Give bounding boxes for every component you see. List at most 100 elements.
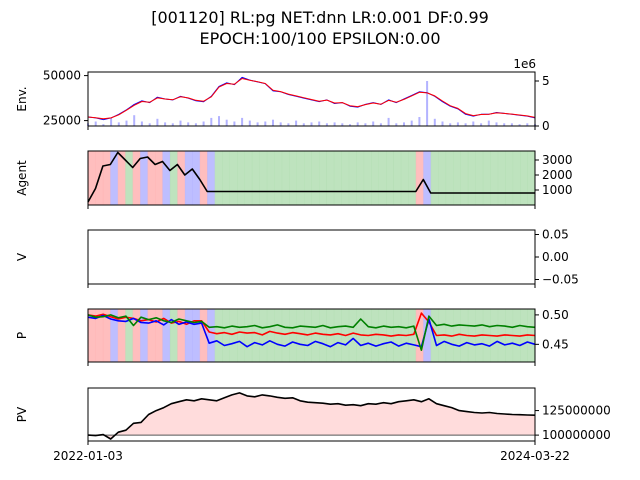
agent-hold-band bbox=[371, 151, 379, 205]
agent-hold-band bbox=[527, 151, 536, 205]
volume-bar bbox=[410, 120, 413, 126]
volume-bar bbox=[256, 122, 259, 126]
agent-ylabel: Agent bbox=[15, 160, 29, 196]
agent-hold-band bbox=[408, 151, 417, 205]
p-hold-band bbox=[237, 309, 245, 362]
p-buy-band bbox=[88, 309, 96, 362]
p-hold-band bbox=[229, 309, 238, 362]
volume-bar bbox=[140, 121, 143, 126]
env-ylabel: Env. bbox=[15, 86, 29, 111]
volume-bar bbox=[241, 117, 244, 126]
agent-stock-line bbox=[87, 151, 535, 203]
env-volume-tick-5: 5 bbox=[542, 74, 550, 88]
p-hold-band bbox=[319, 309, 327, 362]
agent-hold-band bbox=[386, 151, 394, 205]
volume-bar bbox=[318, 121, 321, 126]
agent-hold-band bbox=[222, 151, 230, 205]
agent-hold-band bbox=[229, 151, 238, 205]
agent-hold-band bbox=[319, 151, 327, 205]
agent-sell-band bbox=[162, 151, 171, 205]
p-hold-band bbox=[348, 309, 357, 362]
volume-bar bbox=[210, 117, 213, 126]
env-price-ma-line bbox=[87, 78, 536, 120]
volume-bar bbox=[325, 123, 328, 126]
p-sell-band bbox=[162, 309, 171, 362]
agent-hold-band bbox=[378, 151, 387, 205]
p-hold-band bbox=[430, 309, 439, 362]
p-sell-band bbox=[192, 309, 201, 362]
volume-bar bbox=[102, 124, 105, 126]
volume-bar bbox=[225, 119, 228, 126]
p-buy-band bbox=[177, 309, 186, 362]
agent-ytick-3000: 3000 bbox=[542, 153, 573, 167]
p-buy-band bbox=[132, 309, 141, 362]
agent-hold-band bbox=[453, 151, 461, 205]
agent-hold-band bbox=[490, 151, 499, 205]
volume-bar bbox=[179, 120, 182, 126]
agent-buy-band bbox=[117, 151, 126, 205]
p-hold-band bbox=[266, 309, 275, 362]
agent-ytick-2000: 2000 bbox=[542, 168, 573, 182]
agent-hold-band bbox=[311, 151, 320, 205]
agent-hold-band bbox=[125, 151, 134, 205]
agent-buy-band bbox=[155, 151, 163, 205]
volume-bar bbox=[487, 120, 490, 126]
agent-hold-band bbox=[467, 151, 476, 205]
volume-bar bbox=[279, 122, 282, 126]
agent-buy-band bbox=[415, 151, 424, 205]
volume-bar bbox=[518, 124, 521, 126]
v-ylabel: V bbox=[15, 252, 29, 261]
agent-panel-frame bbox=[87, 150, 536, 206]
p-sell-line bbox=[87, 314, 536, 348]
agent-hold-band bbox=[520, 151, 528, 205]
volume-bar bbox=[287, 123, 290, 126]
volume-bar bbox=[480, 123, 483, 126]
p-buy-line bbox=[87, 312, 536, 337]
volume-bar bbox=[433, 118, 436, 126]
agent-hold-band bbox=[512, 151, 521, 205]
p-panel-frame bbox=[87, 308, 536, 363]
volume-bar bbox=[464, 123, 467, 126]
env-panel-frame bbox=[87, 71, 536, 127]
chart-title-line-1: [001120] RL:pg NET:dnn LR:0.001 DF:0.99 bbox=[151, 8, 489, 27]
x-start-label: 2022-01-03 bbox=[53, 449, 123, 463]
agent-buy-band bbox=[177, 151, 186, 205]
pv-area-fill bbox=[88, 392, 535, 439]
p-hold-line bbox=[87, 314, 536, 352]
agent-hold-band bbox=[259, 151, 268, 205]
p-hold-band bbox=[274, 309, 283, 362]
env-ytick-25000: 25000 bbox=[43, 114, 81, 128]
p-buy-band bbox=[95, 309, 104, 362]
p-hold-band bbox=[289, 309, 297, 362]
p-hold-band bbox=[311, 309, 320, 362]
p-buy-band bbox=[415, 309, 424, 362]
p-hold-band bbox=[222, 309, 230, 362]
p-hold-band bbox=[371, 309, 379, 362]
agent-hold-band bbox=[296, 151, 305, 205]
agent-sell-band bbox=[184, 151, 193, 205]
volume-bar bbox=[495, 122, 498, 126]
agent-hold-band bbox=[400, 151, 409, 205]
volume-bar bbox=[156, 118, 159, 126]
p-hold-band bbox=[296, 309, 305, 362]
agent-hold-band bbox=[274, 151, 283, 205]
agent-hold-band bbox=[505, 151, 514, 205]
volume-bar bbox=[364, 123, 367, 126]
volume-bar bbox=[194, 123, 197, 126]
agent-sell-band bbox=[423, 151, 432, 205]
volume-bar bbox=[133, 115, 136, 126]
p-sell-band bbox=[110, 309, 119, 362]
volume-bar bbox=[387, 117, 390, 126]
p-buy-band bbox=[199, 309, 208, 362]
volume-bar bbox=[426, 81, 429, 126]
volume-bar bbox=[94, 121, 97, 126]
volume-bar bbox=[233, 121, 236, 126]
agent-hold-band bbox=[482, 151, 491, 205]
volume-bar bbox=[526, 123, 529, 126]
agent-hold-band bbox=[430, 151, 439, 205]
agent-hold-band bbox=[356, 151, 365, 205]
agent-hold-band bbox=[341, 151, 350, 205]
p-hold-band bbox=[408, 309, 417, 362]
p-sell-band bbox=[184, 309, 193, 362]
